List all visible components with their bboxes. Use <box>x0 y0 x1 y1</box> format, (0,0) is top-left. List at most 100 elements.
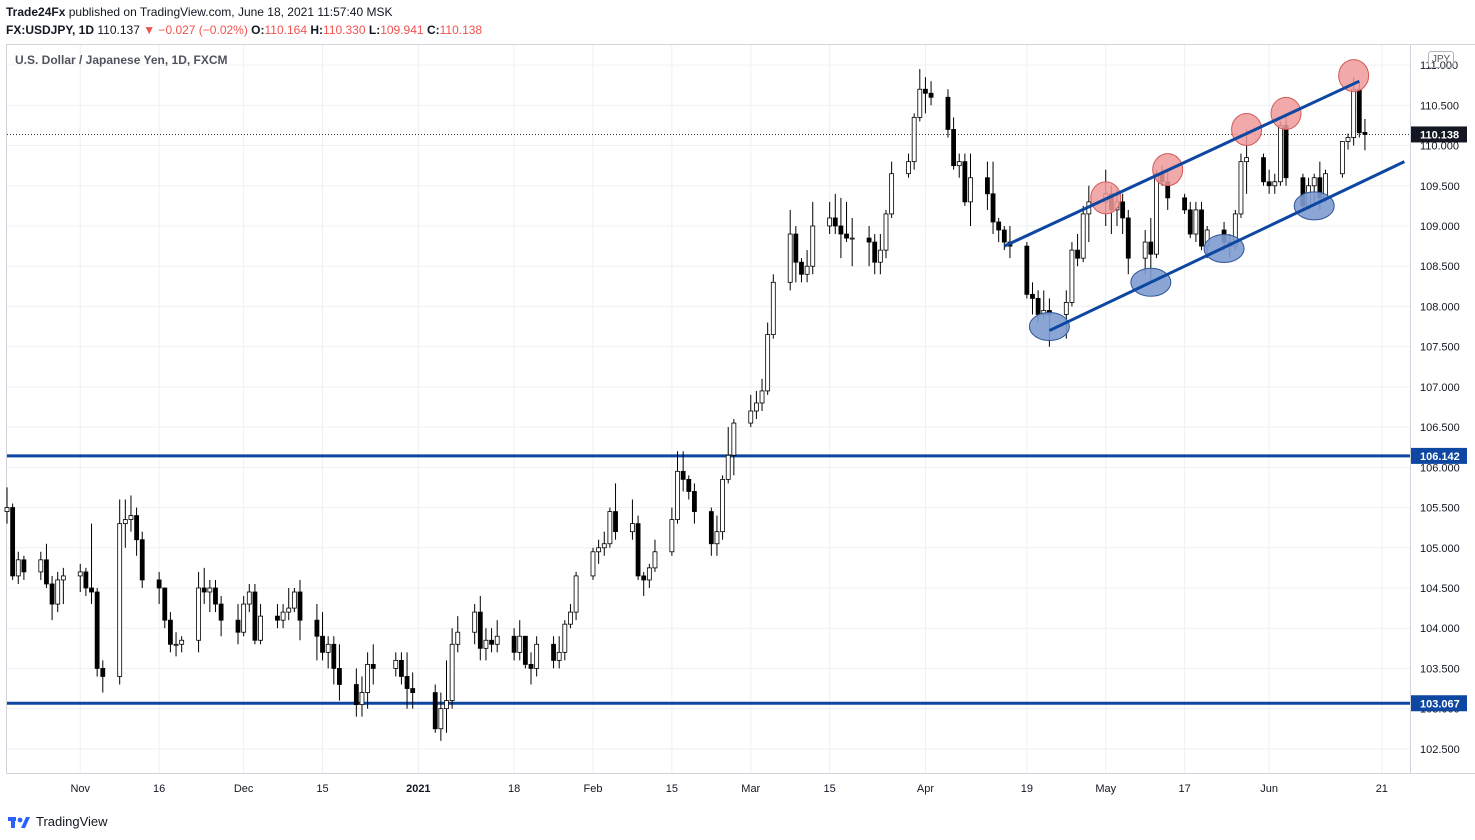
channel-line-upper <box>1003 79 1360 248</box>
candle-body <box>280 611 286 621</box>
candle-body <box>1035 297 1041 315</box>
candle-body <box>725 454 731 480</box>
channel-lines <box>1003 79 1406 332</box>
x-tick-label: 21 <box>1376 783 1388 795</box>
candle-body <box>472 611 478 633</box>
x-tick-label: Dec <box>234 783 254 795</box>
candle-body <box>438 708 444 730</box>
x-tick-label: Apr <box>917 783 934 795</box>
candle-body <box>1266 181 1272 187</box>
y-tick-label: 103.500 <box>1420 663 1460 675</box>
candle-body <box>832 217 838 227</box>
last-price: 110.137 <box>97 23 140 37</box>
close-value: 110.138 <box>439 23 483 37</box>
x-tick-label: Feb <box>584 783 603 795</box>
candle-body <box>844 233 849 239</box>
candle-body <box>83 571 89 589</box>
candle-body <box>562 623 568 653</box>
candle-body <box>849 237 855 240</box>
candle-body <box>1339 141 1345 175</box>
candle-body <box>641 575 647 581</box>
candle-body <box>252 591 258 641</box>
footer-brand[interactable]: TradingView <box>36 814 108 829</box>
candle-body <box>522 635 528 665</box>
candle-body <box>444 700 449 710</box>
candle-body <box>906 161 911 175</box>
candle-body <box>731 422 737 456</box>
last-price-label: 110.138 <box>1420 129 1459 141</box>
candle-body <box>1001 229 1007 243</box>
candle-body <box>320 635 325 653</box>
candle-body <box>928 92 934 98</box>
candle-body <box>455 631 461 645</box>
candle-body <box>4 507 10 512</box>
candle-body <box>827 217 833 227</box>
candle-body <box>241 603 247 633</box>
candle-body <box>162 587 168 621</box>
candle-body <box>89 587 94 593</box>
candle-body <box>596 547 602 553</box>
candle-body <box>720 478 725 533</box>
candle-body <box>139 539 145 581</box>
candle-body <box>331 643 337 669</box>
candle-body <box>601 543 607 549</box>
y-tick-label: 107.000 <box>1420 382 1460 394</box>
candle-body <box>297 591 303 621</box>
publisher-name[interactable]: Trade24Fx <box>6 5 66 19</box>
chart-pane[interactable] <box>6 44 1411 774</box>
level-label-bg <box>1411 447 1467 464</box>
currency-badge[interactable]: JPY <box>1428 51 1454 68</box>
candle-body <box>923 88 928 94</box>
y-tick-label: 102.500 <box>1420 744 1460 756</box>
candle-body <box>1154 173 1159 255</box>
candle-body <box>956 161 962 167</box>
candle-body <box>1182 197 1188 211</box>
resistance-marker <box>1338 59 1370 93</box>
candle-body <box>49 583 55 605</box>
candle-body <box>359 692 365 706</box>
candle-body <box>1199 209 1204 247</box>
candle-body <box>393 659 399 669</box>
candle-body <box>951 129 957 167</box>
candle-body <box>630 523 635 533</box>
y-tick-label: 109.000 <box>1420 221 1460 233</box>
x-axis-ticks: Nov 16 Dec 15 2021 18 Feb 15 Mar 15 Apr 19 May 17 Jun 2… <box>70 783 1387 795</box>
candle-body <box>1069 249 1075 303</box>
footer: TradingView <box>8 814 108 829</box>
price-change: ▼ −0.027 (−0.02%) <box>143 23 248 37</box>
candle-body <box>1278 125 1283 183</box>
candle-body <box>1187 209 1193 235</box>
price-axis[interactable] <box>1411 44 1475 774</box>
candle-body <box>60 575 66 581</box>
candle-body <box>607 511 613 545</box>
candle-body <box>156 579 162 589</box>
candle-body <box>573 575 579 613</box>
candle-body <box>10 507 16 577</box>
tradingview-logo-icon[interactable] <box>8 815 30 829</box>
high-label: H: <box>310 23 324 37</box>
candle-body <box>489 639 494 645</box>
candle-body <box>1148 241 1154 255</box>
candle-body <box>494 635 500 645</box>
candle-body <box>213 587 218 605</box>
candle-body <box>680 470 686 480</box>
candle-body <box>810 225 816 267</box>
candle-body <box>686 478 692 492</box>
y-tick-label: 104.500 <box>1420 583 1460 595</box>
y-tick-label: 110.000 <box>1420 141 1459 153</box>
candle-body <box>196 587 201 641</box>
candle-body <box>235 619 241 633</box>
level-label: 103.067 <box>1420 698 1460 710</box>
candle-body <box>173 643 179 646</box>
high-value: 110.330 <box>323 23 366 37</box>
candle-body <box>1351 88 1357 138</box>
candle-body <box>128 515 134 521</box>
y-tick-label: 107.500 <box>1420 342 1460 354</box>
candle-body <box>201 587 207 593</box>
candle-body <box>568 611 573 625</box>
candle-body <box>1024 245 1030 295</box>
candle-body <box>117 523 123 677</box>
published-text: published on TradingView.com, June 18, 2… <box>68 5 393 19</box>
x-tick-label: 15 <box>824 783 836 795</box>
